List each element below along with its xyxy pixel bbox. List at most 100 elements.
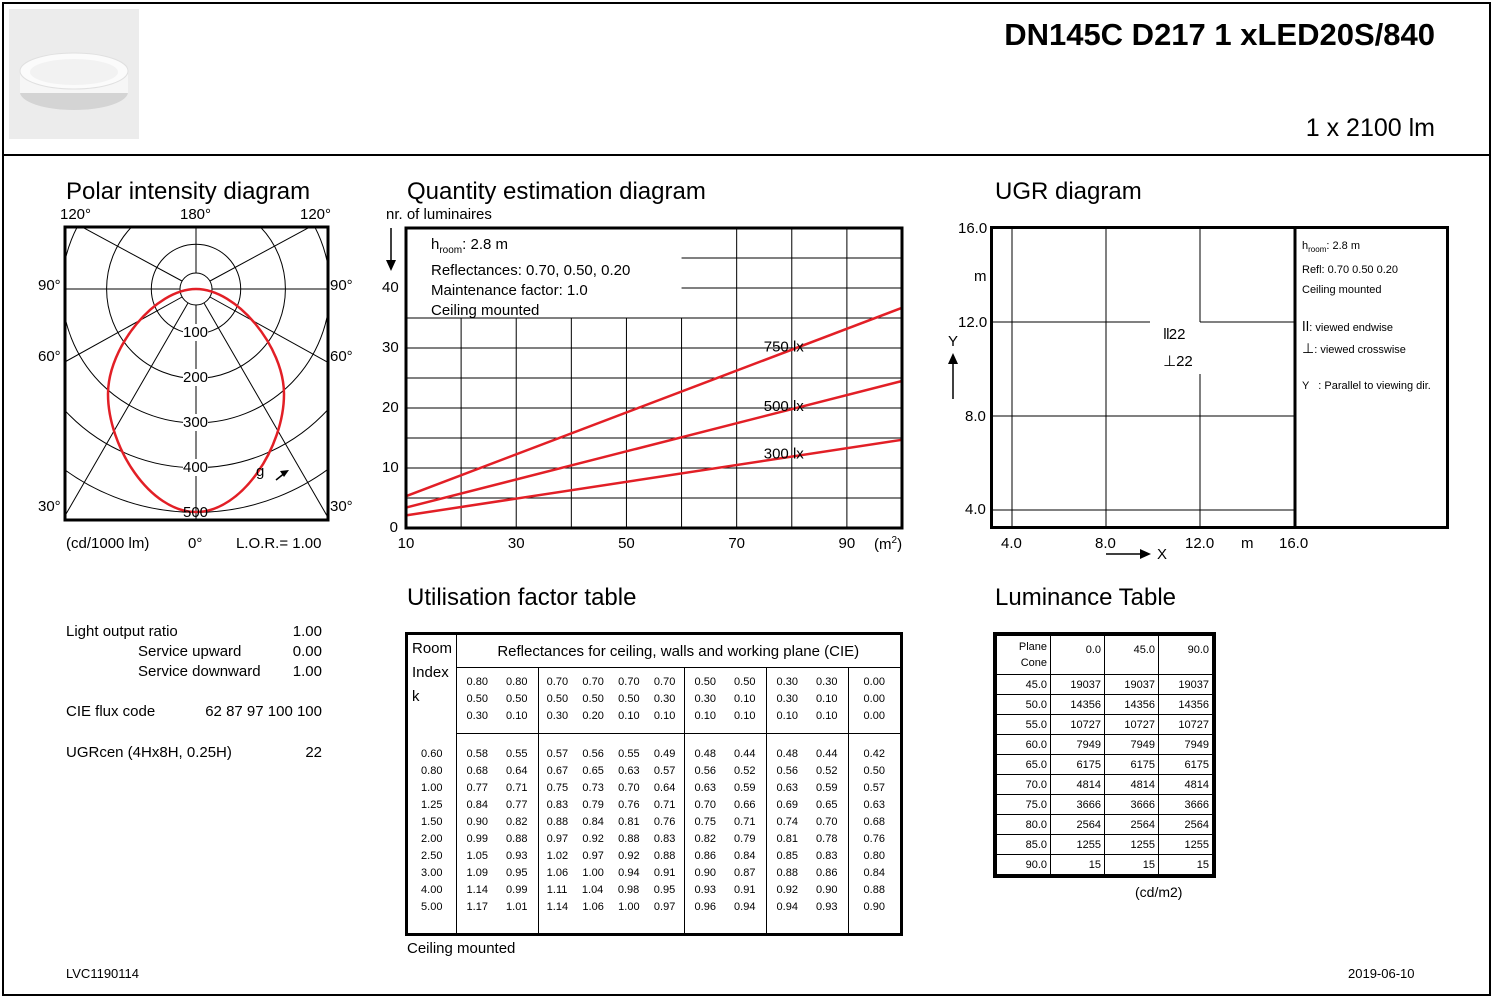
luminance-cell: 1255 [1104, 834, 1159, 855]
table-row: 0.74 0.70 [776, 816, 838, 828]
quantity-info-height: hroom: 2.8 m [431, 236, 508, 256]
polar-ring-label-500: 500 [183, 504, 209, 521]
reflectance-group: 0.50 0.50 0.30 0.10 0.10 0.10 [684, 667, 767, 734]
table-row: 0.94 0.93 [776, 901, 838, 913]
series-label: 300 lx [764, 446, 805, 463]
room-index-header: Room Index k [408, 635, 457, 734]
table-row: 0.63 [863, 799, 885, 811]
plane-header: 90.0 [1158, 635, 1213, 675]
luminance-cell: 7949 [1050, 734, 1105, 755]
luminance-cell: 4814 [1050, 774, 1105, 795]
series-line [405, 379, 903, 509]
x-tick-label: 70 [728, 535, 745, 552]
endwise-symbol-icon: ǀǀ [1163, 326, 1170, 343]
table-row: 55.0 10727 10727 10727 [996, 714, 1213, 735]
utilisation-group-values: 0.48 0.44 0.56 0.52 0.63 0.59 0.70 0.66 0.75 0.71… [684, 733, 767, 933]
ugr-legend-crosswise: ⊥: viewed crosswise [1302, 340, 1406, 357]
table-row: 0.63 0.59 [694, 782, 756, 794]
luminance-cell: 10727 [1050, 714, 1105, 735]
quantity-info-maintenance: Maintenance factor: 1.0 [431, 282, 588, 299]
ugr-xtick-16: 16.0 [1279, 535, 1309, 552]
quantity-xunit-open: (m [874, 536, 892, 553]
table-row: 0.99 0.88 [466, 833, 528, 845]
table-row: 0.57 [863, 782, 885, 794]
luminance-cell: 3666 [1104, 794, 1159, 815]
table-row: 0.81 0.78 [776, 833, 838, 845]
y-tick-label: 0 [389, 519, 398, 536]
ugr-chart [990, 226, 1449, 529]
table-row: 0.76 [863, 833, 885, 845]
utilisation-group-values: 0.57 0.56 0.55 0.49 0.67 0.65 0.63 0.57 0.75 0.73… [538, 733, 685, 933]
header-divider [2, 154, 1491, 156]
table-row: 0.93 0.91 [694, 884, 756, 896]
ugr-xtick-8: 8.0 [1095, 535, 1116, 552]
table-row: 0.80 [863, 850, 885, 862]
table-row: 0.42 [863, 748, 885, 760]
luminance-cell: 3666 [1050, 794, 1105, 815]
polar-angle-0: 0° [188, 535, 203, 552]
table-row: 80.0 2564 2564 2564 [996, 814, 1213, 835]
table-row: 1.06 1.00 0.94 0.91 [546, 867, 676, 879]
polar-units: (cd/1000 lm) [66, 535, 150, 552]
quantity-down-arrow [386, 228, 396, 271]
table-row: 0.97 0.92 0.88 0.83 [546, 833, 676, 845]
table-row: 0.84 0.77 [466, 799, 528, 811]
ugr-legend-height: hroom: 2.8 m [1302, 240, 1360, 255]
luminance-unit: (cd/m2) [1135, 884, 1183, 900]
ugr-ytick-16: 16.0 [958, 220, 988, 237]
table-row: 75.0 3666 3666 3666 [996, 794, 1213, 815]
ugr-legend: hroom: 2.8 m Refl: 0.70 0.50 0.20 Ceilin… [1302, 236, 1431, 396]
table-row: 0.50 [863, 765, 885, 777]
polar-ring-label-300: 300 [183, 414, 209, 431]
quantity-xunit-sup: 2 [891, 535, 898, 546]
luminance-title: Luminance Table [995, 584, 1177, 611]
room-index-values: 0.60 0.80 1.00 1.25 1.50 2.00 2.50 3.00 4.00 5.00 [408, 733, 457, 933]
luminance-cell: 7949 [1104, 734, 1159, 755]
quantity-grid [406, 228, 902, 528]
luminance-cell: 45.0 [996, 674, 1051, 695]
series-line [405, 306, 903, 498]
ugr-legend-refl: Refl: 0.70 0.50 0.20 [1302, 264, 1399, 277]
y-tick-label: 10 [382, 459, 399, 476]
luminance-cell: 60.0 [996, 734, 1051, 755]
ugr-x-axis-label: X [1157, 546, 1168, 563]
luminance-cell: 15 [1050, 854, 1105, 875]
quantity-info-reflectances: Reflectances: 0.70, 0.50, 0.20 [431, 262, 631, 279]
luminance-cell: 70.0 [996, 774, 1051, 795]
luminance-cell: 14356 [1158, 694, 1213, 715]
polar-ring-label-100: 100 [183, 324, 209, 341]
table-row: 0.90 0.82 [466, 816, 528, 828]
quantity-info-mounting: Ceiling mounted [431, 302, 540, 319]
luminance-cell: 65.0 [996, 754, 1051, 775]
summary-block: Light output ratio 1.00 Service upward 0.0… [66, 623, 324, 764]
ugr-x-arrow [1106, 549, 1151, 559]
polar-angle-30-left: 30° [38, 498, 61, 515]
table-row: 0.77 0.71 [466, 782, 528, 794]
table-row: 1.17 1.01 [466, 901, 528, 913]
summary-cie-flux-code: CIE flux code 62 87 97 100 100 [66, 703, 322, 720]
doc-id: LVC1190114 [66, 966, 140, 981]
ugr-ym-label: m [974, 268, 987, 285]
ugr-xtick-12: 12.0 [1185, 535, 1215, 552]
table-row: 65.0 6175 6175 6175 [996, 754, 1213, 775]
table-row: 1.14 1.06 1.00 0.97 [546, 901, 676, 913]
polar-lor: L.O.R.= 1.00 [236, 535, 322, 552]
polar-angle-180: 180° [180, 206, 212, 223]
luminance-cell: 75.0 [996, 794, 1051, 815]
table-row: 0.57 0.56 0.55 0.49 [546, 748, 676, 760]
table-row: 85.0 1255 1255 1255 [996, 834, 1213, 855]
ugr-ytick-8: 8.0 [965, 408, 986, 425]
luminous-flux: 1 x 2100 lm [1305, 114, 1435, 142]
table-row: 0.56 0.52 [776, 765, 838, 777]
polar-angle-90-left: 90° [38, 277, 61, 294]
luminance-cell: 55.0 [996, 714, 1051, 735]
ugr-xm-label: m [1241, 535, 1254, 552]
summary-service-downward: Service downward 1.00 [138, 663, 322, 680]
reflectance-group: 0.30 0.30 0.30 0.10 0.10 0.10 [766, 667, 849, 734]
table-row: 60.0 7949 7949 7949 [996, 734, 1213, 755]
polar-title: Polar intensity diagram [66, 178, 311, 205]
utilisation-table: Room Index k Reflectances for ceiling, wall… [405, 632, 903, 936]
polar-angle-60-right: 60° [330, 348, 353, 365]
luminance-cell: 2564 [1104, 814, 1159, 835]
polar-angle-90-right: 90° [330, 277, 353, 294]
